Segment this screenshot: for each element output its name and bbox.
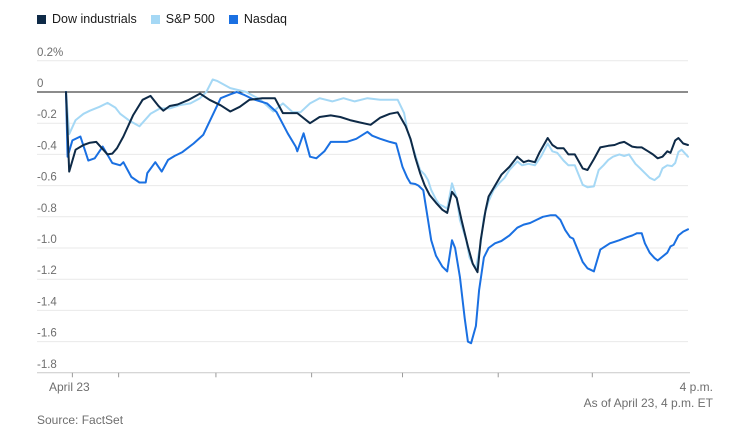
x-axis-start-label: April 23 — [49, 380, 90, 394]
legend-label: S&P 500 — [165, 12, 215, 26]
y-tick-label: -0.8 — [37, 203, 57, 215]
dow-industrials-line — [65, 91, 689, 274]
source-label: Source: FactSet — [37, 413, 124, 427]
legend-swatch — [228, 14, 238, 24]
x-axis-baseline-and-ticks — [37, 372, 690, 378]
gridlines — [37, 60, 688, 343]
legend-label: Dow industrials — [52, 12, 137, 26]
legend-swatch — [37, 14, 46, 24]
series-lines — [65, 78, 689, 345]
y-tick-label: -0.4 — [37, 140, 57, 152]
legend-item-s-p-500: S&P 500 — [150, 12, 215, 26]
nasdaq-line — [65, 91, 689, 345]
as-of-label: As of April 23, 4 p.m. ET — [584, 396, 714, 410]
y-tick-label: -1.0 — [37, 234, 57, 246]
y-tick-label: -0.2 — [37, 109, 57, 121]
y-tick-label: 0 — [37, 78, 43, 90]
y-tick-label: -0.6 — [37, 172, 57, 184]
y-tick-label: 0.2% — [37, 47, 63, 59]
legend-item-nasdaq: Nasdaq — [228, 12, 287, 26]
legend-item-dow-industrials: Dow industrials — [37, 12, 137, 26]
y-tick-label: -1.2 — [37, 265, 57, 277]
y-tick-label: -1.4 — [37, 296, 57, 308]
y-axis-labels: 0.2% 0 -0.2 -0.4 -0.6 -0.8 -1.0 -1.2 -1.4 -1.6 -1.… — [37, 47, 63, 371]
s-p-500-line — [65, 78, 689, 270]
legend-label: Nasdaq — [243, 12, 287, 26]
y-tick-label: -1.6 — [37, 328, 57, 340]
y-tick-label: -1.8 — [37, 359, 57, 371]
legend-swatch — [150, 14, 160, 24]
x-axis-end-label: 4 p.m. — [680, 380, 713, 394]
chart-legend: Dow industrials S&P 500 Nasdaq — [37, 12, 287, 26]
